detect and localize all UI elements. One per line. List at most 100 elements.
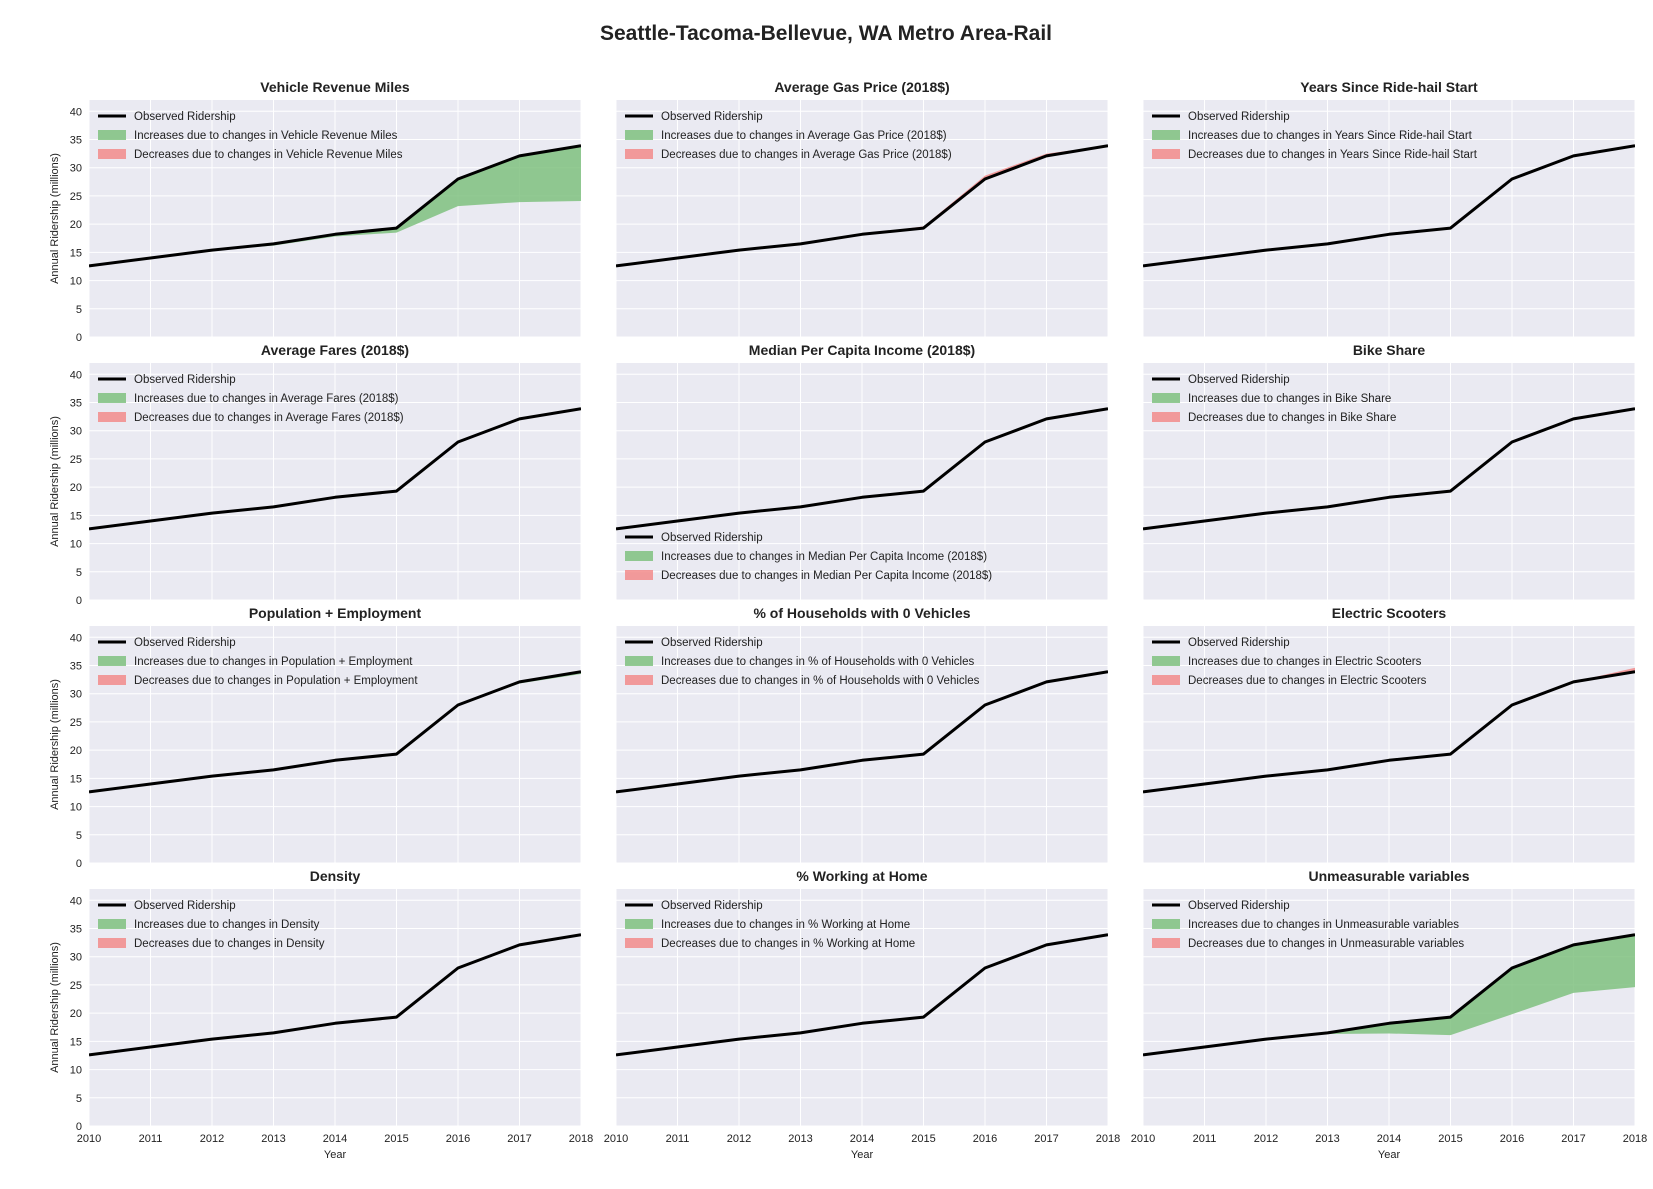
- legend-decrease: Decreases due to changes in % of Househo…: [661, 675, 980, 687]
- panel-title: Unmeasurable variables: [1308, 868, 1469, 884]
- y-tick-label: 30: [70, 163, 82, 175]
- legend-patch-swatch: [625, 938, 653, 948]
- legend-patch-swatch: [98, 919, 126, 929]
- area-layer: [1143, 933, 1635, 1057]
- panel-title: Years Since Ride-hail Start: [1300, 79, 1478, 95]
- legend-observed: Observed Ridership: [661, 111, 763, 123]
- x-tick-label: 2011: [1193, 1133, 1217, 1145]
- y-tick-label: 35: [70, 924, 82, 936]
- panel-grid: Vehicle Revenue Miles 0 5 10 15 20 25 30 35 40 Ann…: [49, 79, 1647, 1161]
- y-tick-label: 15: [70, 247, 82, 259]
- area-layer: [616, 933, 1108, 1057]
- y-tick-label: 40: [70, 106, 82, 118]
- observed-ridership-line: [89, 407, 581, 531]
- area-layer: [616, 407, 1108, 531]
- legend-increase: Increases due to changes in Median Per C…: [661, 551, 987, 563]
- y-tick-label: 5: [76, 1093, 82, 1105]
- legend-decrease: Decreases due to changes in Electric Sco…: [1188, 675, 1427, 687]
- legend-decrease: Decreases due to changes in Bike Share: [1188, 412, 1396, 424]
- x-axis-label: Year: [1378, 1149, 1401, 1161]
- x-tick-label: 2012: [727, 1133, 751, 1145]
- legend: Observed Ridership Increases due to chang…: [98, 374, 404, 424]
- x-tick-label: 2016: [446, 1133, 470, 1145]
- observed-ridership-line: [616, 144, 1108, 268]
- y-tick-label: 0: [76, 1121, 82, 1133]
- legend: Observed Ridership Increases due to chang…: [625, 900, 915, 950]
- y-tick-label: 5: [76, 567, 82, 579]
- x-axis-label: Year: [324, 1149, 347, 1161]
- legend-decrease: Decreases due to changes in Average Fare…: [134, 412, 404, 424]
- legend-decrease: Decreases due to changes in % Working at…: [661, 938, 915, 950]
- panel-title: Population + Employment: [249, 605, 422, 621]
- y-tick-label: 35: [70, 661, 82, 673]
- y-tick-label: 15: [70, 773, 82, 785]
- y-tick-label: 0: [76, 332, 82, 344]
- x-tick-label: 2014: [850, 1133, 874, 1145]
- panel-12: Unmeasurable variables 2010 2011 2012 2013 20…: [1131, 868, 1647, 1161]
- legend-observed: Observed Ridership: [1188, 637, 1290, 649]
- y-tick-label: 20: [70, 1008, 82, 1020]
- legend-patch-swatch: [98, 130, 126, 140]
- legend: Observed Ridership Increases due to chang…: [98, 111, 403, 161]
- x-tick-label: 2016: [973, 1133, 997, 1145]
- x-tick-label: 2013: [788, 1133, 812, 1145]
- x-tick-label: 2014: [323, 1133, 347, 1145]
- legend-patch-swatch: [1152, 656, 1180, 666]
- y-tick-label: 0: [76, 858, 82, 870]
- x-tick-label: 2012: [200, 1133, 224, 1145]
- observed-ridership-line: [1143, 670, 1635, 794]
- panel-title: Median Per Capita Income (2018$): [749, 342, 975, 358]
- legend-increase: Increases due to changes in Population +…: [134, 656, 413, 668]
- area-layer: [89, 407, 581, 531]
- observed-ridership-line: [1143, 933, 1635, 1057]
- panel-3: Years Since Ride-hail Start Observed Ride…: [1142, 79, 1636, 338]
- observed-ridership-line: [616, 933, 1108, 1057]
- x-tick-label: 2016: [1500, 1133, 1524, 1145]
- x-tick-label: 2011: [139, 1133, 163, 1145]
- observed-ridership-line: [1143, 144, 1635, 268]
- legend-increase: Increases due to changes in Years Since …: [1188, 130, 1473, 142]
- panel-7: Population + Employment 0 5 10 15 20 25 30 35 40 A…: [49, 605, 582, 870]
- legend-patch-swatch: [1152, 919, 1180, 929]
- y-tick-label: 10: [70, 276, 82, 288]
- x-tick-label: 2017: [1034, 1133, 1058, 1145]
- x-tick-label: 2018: [569, 1133, 593, 1145]
- panel-5: Median Per Capita Income (2018$) Observed…: [615, 342, 1109, 601]
- observed-ridership-line: [616, 407, 1108, 531]
- legend: Observed Ridership Increases due to chang…: [625, 532, 992, 582]
- y-tick-label: 30: [70, 952, 82, 964]
- y-tick-label: 25: [70, 717, 82, 729]
- area-layer: [1143, 144, 1635, 268]
- legend-patch-swatch: [1152, 130, 1180, 140]
- legend: Observed Ridership Increases due to chang…: [625, 637, 980, 687]
- y-axis-label: Annual Ridership (millions): [49, 153, 61, 284]
- legend-decrease: Decreases due to changes in Density: [134, 938, 325, 950]
- x-tick-label: 2018: [1096, 1133, 1120, 1145]
- panel-8: % of Households with 0 Vehicles Observed …: [615, 605, 1109, 864]
- legend-increase: Increases due to changes in Average Fare…: [134, 393, 399, 405]
- increase-area: [1450, 968, 1512, 1036]
- legend-observed: Observed Ridership: [1188, 111, 1290, 123]
- legend-observed: Observed Ridership: [1188, 900, 1290, 912]
- increase-area: [519, 145, 581, 203]
- area-layer: [616, 144, 1108, 268]
- y-tick-label: 25: [70, 191, 82, 203]
- y-tick-label: 10: [70, 1065, 82, 1077]
- y-tick-label: 5: [76, 304, 82, 316]
- legend-increase: Increases due to changes in Vehicle Reve…: [134, 130, 398, 142]
- observed-ridership-line: [89, 144, 581, 268]
- panel-10: Density 0 5 10 15 20 25 30 35 40 Annual Ridership …: [49, 868, 593, 1161]
- legend-increase: Increases due to changes in Unmeasurable…: [1188, 919, 1459, 931]
- figure-title: Seattle-Tacoma-Bellevue, WA Metro Area-R…: [600, 22, 1052, 45]
- legend-patch-swatch: [98, 393, 126, 403]
- x-tick-label: 2017: [1561, 1133, 1585, 1145]
- legend-observed: Observed Ridership: [134, 900, 236, 912]
- legend-patch-swatch: [625, 570, 653, 580]
- y-tick-label: 30: [70, 689, 82, 701]
- y-tick-label: 25: [70, 454, 82, 466]
- legend-increase: Increases due to changes in Average Gas …: [661, 130, 947, 142]
- y-tick-label: 20: [70, 219, 82, 231]
- panel-title: Electric Scooters: [1332, 605, 1447, 621]
- panel-2: Average Gas Price (2018$) Observed Riders…: [615, 79, 1109, 338]
